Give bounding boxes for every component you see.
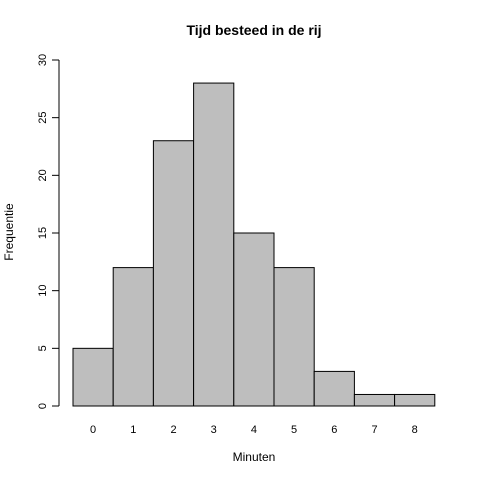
y-tick-label: 15 — [37, 227, 49, 239]
x-axis-ticks: 0 1 2 3 4 5 6 7 8 — [90, 424, 418, 436]
x-tick-label-1: 1 — [130, 424, 136, 436]
x-tick-label-3: 3 — [211, 424, 217, 436]
y-axis: 0 5 10 15 20 25 30 — [37, 54, 60, 409]
y-tick-label: 0 — [37, 403, 49, 409]
chart-title: Tijd besteed in de rij — [186, 22, 321, 38]
bar-6 — [313, 370, 355, 407]
x-tick-label-7: 7 — [371, 424, 377, 436]
x-tick-label-8: 8 — [412, 424, 418, 436]
bars-group — [72, 82, 436, 407]
bar-5 — [273, 267, 315, 407]
bar-8 — [394, 393, 436, 407]
bar-2 — [152, 140, 195, 407]
y-tick-label: 25 — [37, 112, 49, 124]
y-axis-label: Frequentie — [2, 203, 16, 261]
bar-3 — [193, 82, 235, 407]
y-tick-label: 10 — [37, 285, 49, 297]
x-axis-label: Minuten — [233, 450, 276, 464]
y-tick-label: 30 — [37, 54, 49, 66]
x-tick-label-6: 6 — [331, 424, 337, 436]
x-tick-label-5: 5 — [291, 424, 297, 436]
bar-1 — [112, 267, 154, 407]
y-tick-label: 20 — [37, 169, 49, 181]
bar-4 — [233, 232, 275, 407]
x-tick-label-4: 4 — [251, 424, 257, 436]
y-tick-label: 5 — [37, 345, 49, 351]
bar-0 — [72, 347, 114, 407]
bar-7 — [353, 393, 396, 407]
x-tick-label-0: 0 — [90, 424, 96, 436]
x-tick-label-2: 2 — [170, 424, 176, 436]
